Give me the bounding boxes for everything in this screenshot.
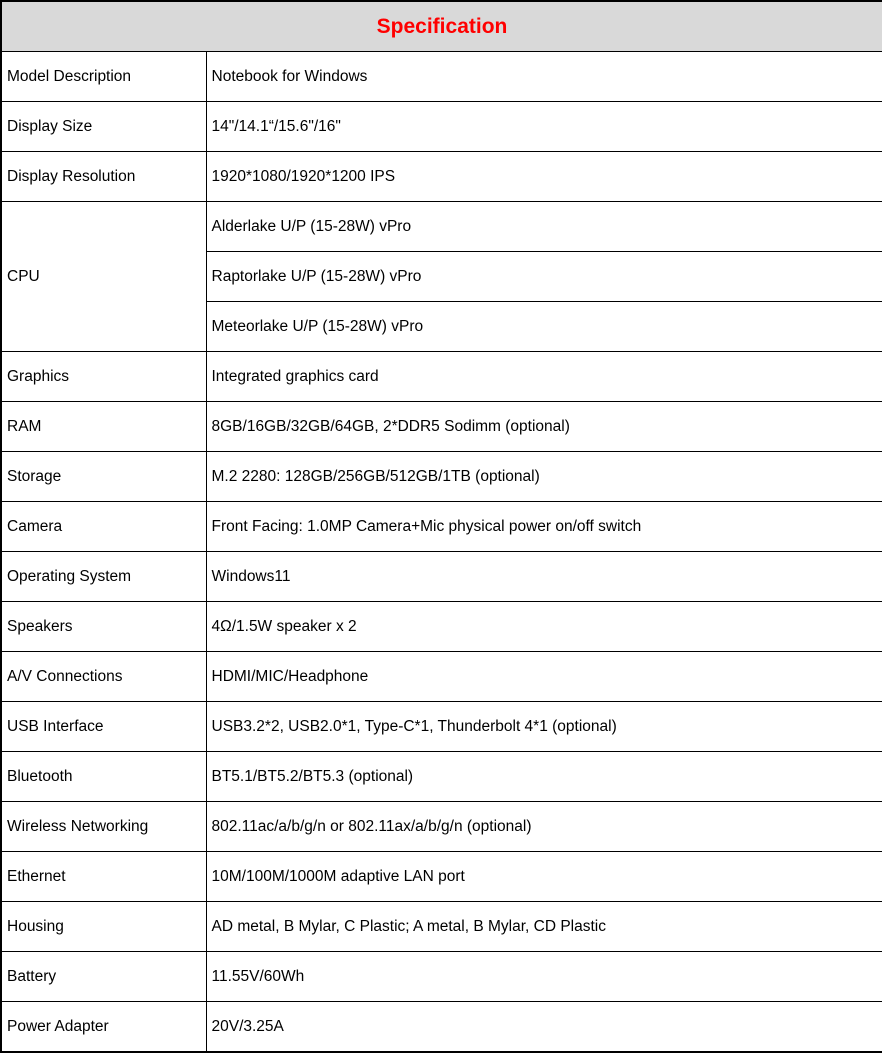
row-value: BT5.1/BT5.2/BT5.3 (optional) xyxy=(205,751,882,802)
table-row: A/V Connections HDMI/MIC/Headphone xyxy=(0,651,882,702)
row-value: HDMI/MIC/Headphone xyxy=(205,651,882,702)
row-value: 8GB/16GB/32GB/64GB, 2*DDR5 Sodimm (optio… xyxy=(205,401,882,452)
table-row: Operating System Windows11 xyxy=(0,551,882,602)
row-value: Front Facing: 1.0MP Camera+Mic physical … xyxy=(205,501,882,552)
row-label: A/V Connections xyxy=(0,651,207,702)
row-label: Speakers xyxy=(0,601,207,652)
row-value: M.2 2280: 128GB/256GB/512GB/1TB (optiona… xyxy=(205,451,882,502)
row-value: AD metal, B Mylar, C Plastic; A metal, B… xyxy=(205,901,882,952)
row-label: Storage xyxy=(0,451,207,502)
row-label: Bluetooth xyxy=(0,751,207,802)
table-row: Housing AD metal, B Mylar, C Plastic; A … xyxy=(0,901,882,952)
table-row: Storage M.2 2280: 128GB/256GB/512GB/1TB … xyxy=(0,451,882,502)
table-title: Specification xyxy=(0,0,882,52)
row-value: Notebook for Windows xyxy=(205,51,882,102)
table-row: Specification xyxy=(0,0,882,52)
row-value: Meteorlake U/P (15-28W) vPro xyxy=(205,301,882,352)
row-value: 10M/100M/1000M adaptive LAN port xyxy=(205,851,882,902)
table-row: Model Description Notebook for Windows xyxy=(0,51,882,102)
row-label: Model Description xyxy=(0,51,207,102)
row-label: Operating System xyxy=(0,551,207,602)
table-row: Display Size 14"/14.1“/15.6"/16" xyxy=(0,101,882,152)
table-row: Display Resolution 1920*1080/1920*1200 I… xyxy=(0,151,882,202)
table-row: Meteorlake U/P (15-28W) vPro xyxy=(1,301,882,352)
table-row: Bluetooth BT5.1/BT5.2/BT5.3 (optional) xyxy=(0,751,882,802)
table-row: Camera Front Facing: 1.0MP Camera+Mic ph… xyxy=(0,501,882,552)
table-row: CPU Alderlake U/P (15-28W) vPro xyxy=(0,201,882,352)
table-row: Wireless Networking 802.11ac/a/b/g/n or … xyxy=(0,801,882,852)
row-label: Power Adapter xyxy=(0,1001,207,1053)
table-row: Ethernet 10M/100M/1000M adaptive LAN por… xyxy=(0,851,882,902)
row-value: USB3.2*2, USB2.0*1, Type-C*1, Thunderbol… xyxy=(205,701,882,752)
row-label: Camera xyxy=(0,501,207,552)
row-value: Alderlake U/P (15-28W) vPro xyxy=(205,201,882,252)
row-value: 20V/3.25A xyxy=(205,1001,882,1053)
row-value: 14"/14.1“/15.6"/16" xyxy=(205,101,882,152)
row-label: USB Interface xyxy=(0,701,207,752)
row-value: 11.55V/60Wh xyxy=(205,951,882,1002)
table-row: Raptorlake U/P (15-28W) vPro xyxy=(1,251,882,302)
row-value: Raptorlake U/P (15-28W) vPro xyxy=(205,251,882,302)
table-row: RAM 8GB/16GB/32GB/64GB, 2*DDR5 Sodimm (o… xyxy=(0,401,882,452)
row-value: Integrated graphics card xyxy=(205,351,882,402)
row-label: RAM xyxy=(0,401,207,452)
row-label: Graphics xyxy=(0,351,207,402)
row-label: Display Size xyxy=(0,101,207,152)
table-row: Graphics Integrated graphics card xyxy=(0,351,882,402)
row-label: Battery xyxy=(0,951,207,1002)
table-row: Battery 11.55V/60Wh xyxy=(0,951,882,1002)
row-value: 1920*1080/1920*1200 IPS xyxy=(205,151,882,202)
table-row: Power Adapter 20V/3.25A xyxy=(0,1001,882,1053)
row-label: Display Resolution xyxy=(0,151,207,202)
row-label: Wireless Networking xyxy=(0,801,207,852)
row-label: Ethernet xyxy=(0,851,207,902)
row-value: Windows11 xyxy=(205,551,882,602)
table-row: USB Interface USB3.2*2, USB2.0*1, Type-C… xyxy=(0,701,882,752)
row-value: 802.11ac/a/b/g/n or 802.11ax/a/b/g/n (op… xyxy=(205,801,882,852)
row-label: CPU xyxy=(0,201,207,352)
row-value: 4Ω/1.5W speaker x 2 xyxy=(205,601,882,652)
row-label: Housing xyxy=(0,901,207,952)
table-row: Speakers 4Ω/1.5W speaker x 2 xyxy=(0,601,882,652)
